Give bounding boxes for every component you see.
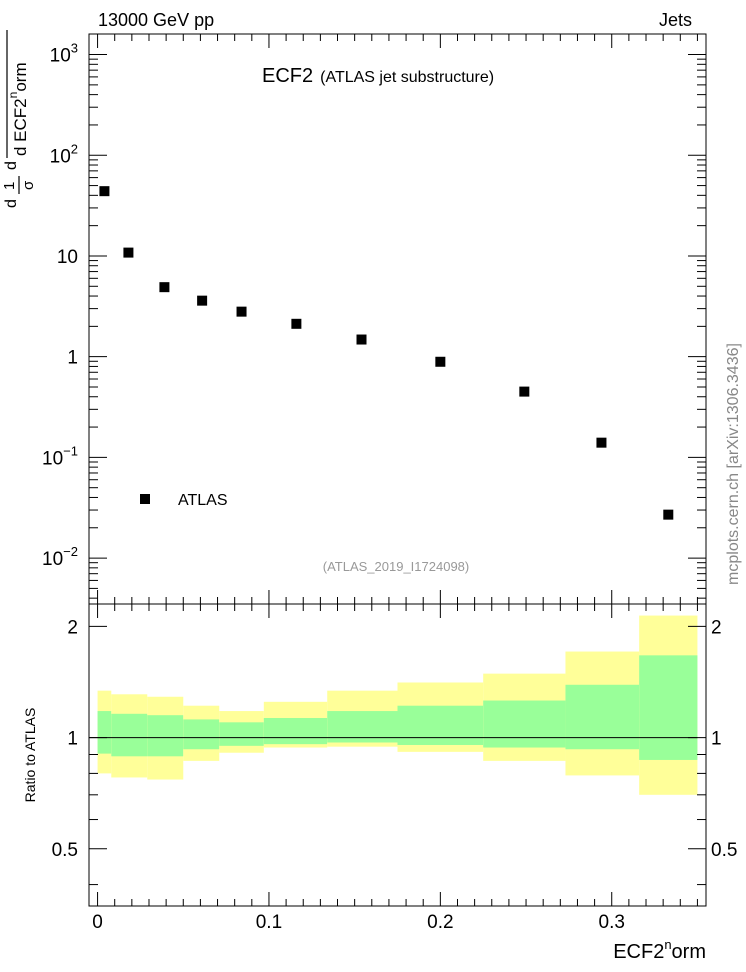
ratio-ytick-label-left-2: 2 [67,617,78,638]
main-ytick-label-0: 10−2 [42,544,78,570]
ratio-inner-band-4 [219,722,264,746]
data-point-0 [99,186,110,197]
ratio-inner-band-7 [397,705,484,745]
category-label: Jets [659,10,692,30]
data-point-9 [596,437,607,448]
ratio-inner-band-5 [263,717,328,745]
data-markers [99,186,674,520]
ratio-ytick-label-left-0: 0.5 [52,840,78,861]
ylabel-frac-den: σ [20,180,37,190]
ratio-inner-band-9 [565,684,640,750]
main-ytick-label-4: 102 [50,141,78,167]
ratio-ytick-label-right-2: 2 [711,617,722,638]
data-point-7 [435,356,446,367]
ratio-ytick-label-right-1: 1 [711,729,722,750]
ratio-ytick-label-right-0: 0.5 [711,840,737,861]
x-axis-label: ECF2norm [613,937,706,963]
main-y-axis-label: d 1 σ d dσ d ECF2norm [0,30,37,208]
main-ytick-label-1: 10−1 [42,443,78,469]
ratio-inner-band-0 [97,711,112,754]
data-point-6 [356,334,367,345]
main-y-ticks: 10−2 10−1 1 10 102 103 [42,41,706,599]
side-label: mcplots.cern.ch [arXiv:1306.3436] [725,343,742,585]
ratio-inner-band-3 [183,719,220,750]
ratio-inner-band-10 [639,655,698,760]
ratio-inner-band-2 [147,715,184,757]
main-panel-frame [88,33,707,605]
ylabel-frac-num: 1 [1,182,18,190]
energy-label: 13000 GeV pp [98,10,214,30]
ylabel-d-den: d ECF2norm [6,62,30,156]
ylabel-d1: d [3,199,20,208]
ratio-y-axis-label: Ratio to ATLAS [22,708,38,803]
main-ytick-label-2: 1 [67,348,78,369]
data-point-2 [159,282,170,293]
data-point-10 [663,509,674,520]
data-point-8 [519,386,530,397]
legend-label: ATLAS [178,492,228,509]
xtick-label-3: 0.3 [599,912,625,933]
data-point-1 [123,247,134,258]
analysis-id: (ATLAS_2019_I1724098) [323,559,469,574]
main-ytick-label-5: 103 [50,41,78,67]
ratio-bands [97,615,698,795]
main-ytick-label-3: 10 [57,247,78,268]
legend-marker [140,494,150,504]
xtick-label-2: 0.2 [427,912,453,933]
xtick-label-1: 0.1 [256,912,282,933]
data-point-3 [197,295,208,306]
ratio-inner-band-8 [483,700,566,748]
data-point-5 [291,318,302,329]
ratio-inner-band-1 [111,713,148,757]
x-ticks: 0 0.1 0.2 0.3 [92,34,698,933]
ratio-y-ticks: 0.5 0.5 1 1 2 2 [52,617,737,886]
ratio-ytick-label-left-1: 1 [67,729,78,750]
data-point-4 [236,306,247,317]
chart-title: ECF2 (ATLAS jet substructure) [262,65,494,87]
xtick-label-0: 0 [92,912,103,933]
ylabel-d2: d [3,161,20,170]
ylabel-d-num: dσ [0,120,2,140]
